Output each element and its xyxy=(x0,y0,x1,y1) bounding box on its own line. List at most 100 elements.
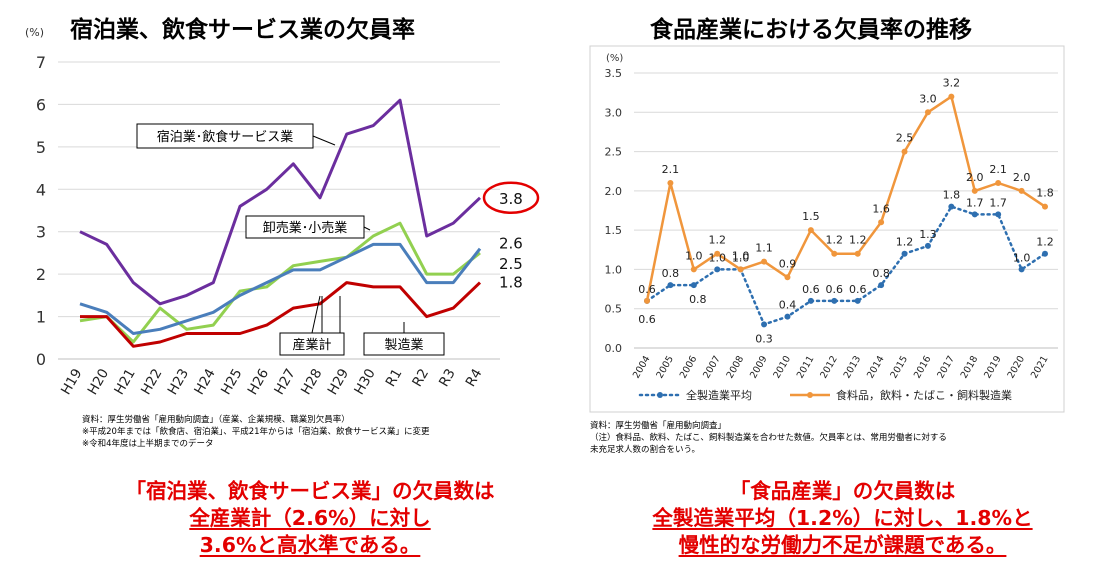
right-legend-marker-0 xyxy=(657,392,663,398)
right-y-tick-label: 1.0 xyxy=(605,263,623,276)
left-x-tick-label: R3 xyxy=(436,366,459,390)
right-series-1-data-label: 0.6 xyxy=(638,283,656,296)
right-series-1-data-label: 2.5 xyxy=(896,132,914,145)
right-series-0-data-label: 0.6 xyxy=(826,283,844,296)
left-conclusion-line: 全産業計（2.6%）に対し xyxy=(189,506,431,530)
right-chart-frame xyxy=(589,45,1065,413)
right-series-0-data-label: 1.8 xyxy=(943,189,961,202)
right-x-tick-label: 2009 xyxy=(748,354,770,380)
highlight-circle xyxy=(482,181,540,215)
right-series-0-marker xyxy=(807,297,814,304)
right-x-tick-label: 2012 xyxy=(818,354,840,380)
callout-label-2: 産業計 xyxy=(292,337,331,353)
right-series-1-marker xyxy=(878,219,885,226)
left-chart-title: 宿泊業、飲食サービス業の欠員率 xyxy=(70,17,415,43)
left-series-line-3 xyxy=(80,281,482,348)
left-x-tick-label: H30 xyxy=(351,366,379,398)
right-source-note: 資料：厚生労働省「雇用動向調査」 （注）食料品、飲料、たばこ、飼料製造業を合わせ… xyxy=(590,420,947,456)
left-end-value-label: 2.5 xyxy=(499,255,523,273)
right-series-0-data-label: 0.6 xyxy=(849,283,867,296)
right-series-1-data-label: 1.5 xyxy=(802,210,820,223)
left-x-tick-label: H28 xyxy=(298,366,326,398)
right-series-1-data-label: 1.0 xyxy=(732,249,750,262)
callout-box-0 xyxy=(136,123,314,149)
right-conclusion: 「食品産業」の欠員数は 全製造業平均（1.2%）に対し、1.8%と 慢性的な労働… xyxy=(570,478,1115,559)
right-series-1-data-label: 1.6 xyxy=(872,202,890,215)
right-series-0-data-label: 1.0 xyxy=(708,251,726,264)
right-series-0-data-label: 1.2 xyxy=(896,236,914,249)
right-series-1-marker xyxy=(924,109,931,116)
right-series-1-marker xyxy=(948,93,955,100)
right-series-1-data-label: 2.0 xyxy=(966,171,984,184)
left-source-line: ※平成20年までは「飲食店、宿泊業」、平成21年からは「宿泊業、飲食サービス業」… xyxy=(82,427,430,437)
right-series-1-data-label: 2.0 xyxy=(1013,171,1031,184)
right-y-tick-label: 0.0 xyxy=(605,342,623,355)
right-series-0-marker xyxy=(924,242,931,249)
right-series-1-data-label: 1.1 xyxy=(755,242,773,255)
right-y-tick-label: 2.5 xyxy=(605,146,623,159)
right-series-0-marker xyxy=(761,321,768,328)
right-x-tick-label: 2017 xyxy=(935,354,957,380)
callout-label-3: 製造業 xyxy=(384,337,423,353)
left-series-line-2 xyxy=(79,242,482,335)
right-x-tick-label: 2008 xyxy=(725,354,747,380)
left-x-tick-label: H20 xyxy=(85,366,113,398)
right-series-1-data-label: 0.9 xyxy=(779,257,797,270)
right-series-0-data-label: 0.6 xyxy=(638,313,656,326)
left-x-tick-label: R4 xyxy=(463,366,486,390)
right-series-0-data-label: 0.8 xyxy=(689,293,707,306)
right-series-1-data-label: 1.2 xyxy=(826,234,844,247)
left-source-line: ※令和4年度は上半期までのデータ xyxy=(82,439,214,449)
right-series-1-marker xyxy=(737,266,744,273)
right-series-1-marker xyxy=(901,148,908,155)
callout-leader xyxy=(312,135,336,146)
right-legend-marker-1 xyxy=(807,392,813,398)
right-x-tick-label: 2015 xyxy=(889,354,911,380)
right-series-1-marker xyxy=(784,274,791,281)
right-series-0-data-label: 0.8 xyxy=(662,267,680,280)
right-series-1-data-label: 1.2 xyxy=(708,234,726,247)
right-series-0-data-label: 1.0 xyxy=(732,251,750,264)
right-series-1-marker xyxy=(714,250,721,257)
left-conclusion: 「宿泊業、飲食サービス業」の欠員数は 全産業計（2.6%）に対し 3.6%と高水… xyxy=(30,478,590,559)
right-x-tick-label: 2014 xyxy=(865,354,887,380)
left-y-tick-label: 5 xyxy=(36,138,46,157)
right-series-1-marker xyxy=(690,266,697,273)
callout-box-3 xyxy=(363,332,445,356)
right-y-unit-label: (%) xyxy=(606,53,623,64)
right-y-tick-label: 1.5 xyxy=(605,224,623,237)
right-series-0-marker xyxy=(1042,250,1048,257)
left-conclusion-line: 「宿泊業、飲食サービス業」の欠員数は xyxy=(125,479,495,503)
right-x-tick-label: 2005 xyxy=(654,354,676,380)
right-series-0-marker xyxy=(690,282,697,289)
callout-leader xyxy=(363,226,371,231)
right-conclusion-line: 全製造業平均（1.2%）に対し、1.8%と xyxy=(652,506,1033,530)
callout-box-2 xyxy=(279,332,345,356)
right-y-tick-label: 2.0 xyxy=(605,185,623,198)
right-series-0-marker xyxy=(948,203,955,210)
left-series-line-1 xyxy=(79,221,481,344)
right-series-0-marker xyxy=(854,297,861,304)
right-series-1-data-label: 1.2 xyxy=(849,234,867,247)
right-series-0-data-label: 1.3 xyxy=(919,228,937,241)
right-series-0-marker xyxy=(995,211,1002,218)
right-series-1-marker xyxy=(1042,203,1048,210)
right-legend-label-1: 食料品，飲料・たばこ・飼料製造業 xyxy=(836,388,1012,402)
right-series-1-data-label: 1.8 xyxy=(1036,187,1054,200)
left-series-line-0 xyxy=(79,98,482,306)
right-series-1-marker xyxy=(761,258,768,265)
right-series-1-data-label: 2.1 xyxy=(989,163,1007,176)
right-series-1-data-label: 1.0 xyxy=(685,249,703,262)
right-series-0-data-label: 0.6 xyxy=(802,283,820,296)
right-chart-title: 食品産業における欠員率の推移 xyxy=(650,17,972,43)
callout-label-1: 卸売業･小売業 xyxy=(263,220,348,236)
right-x-tick-label: 2007 xyxy=(701,354,723,380)
left-x-tick-label: H26 xyxy=(245,366,273,398)
right-series-1-data-label: 3.0 xyxy=(919,92,937,105)
left-x-tick-label: R1 xyxy=(383,366,406,390)
left-y-tick-label: 6 xyxy=(36,95,46,114)
right-series-1-marker xyxy=(644,297,650,304)
right-series-0-data-label: 1.2 xyxy=(1036,236,1054,249)
left-y-tick-label: 4 xyxy=(36,180,46,199)
